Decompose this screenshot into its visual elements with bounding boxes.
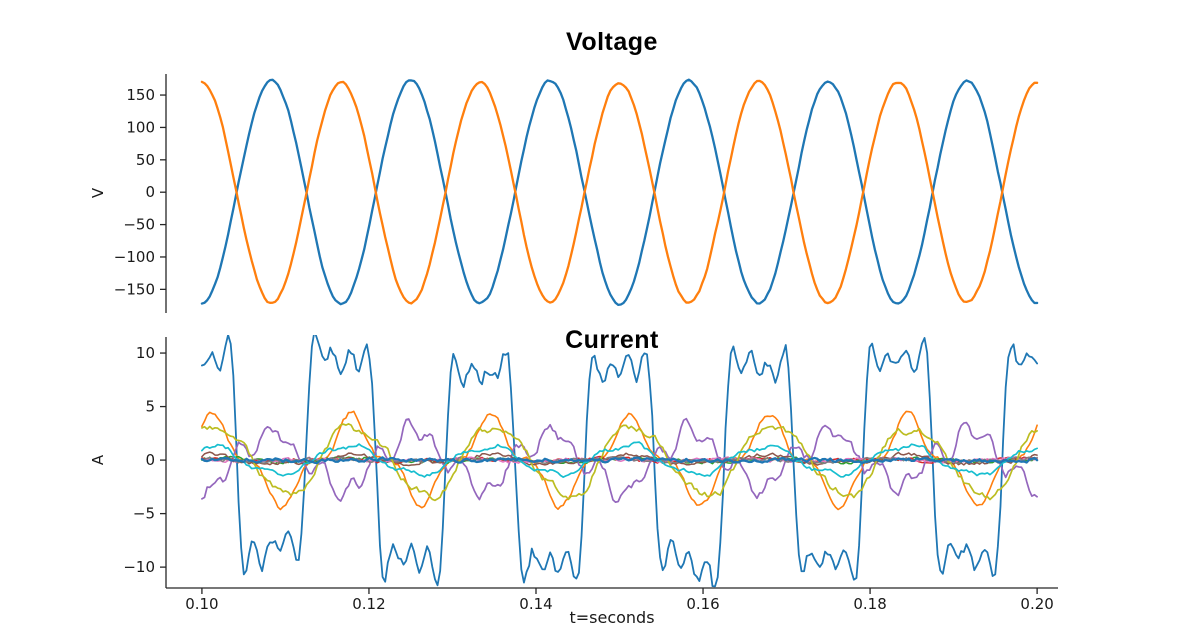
y-tick-label: −50: [123, 216, 155, 234]
y-tick-label: −100: [114, 248, 155, 266]
y-tick-label: 5: [145, 398, 155, 416]
x-tick-label: 0.18: [853, 595, 886, 613]
x-tick-label: 0.10: [185, 595, 218, 613]
series-line-I5: [201, 417, 1038, 504]
series-line-V-phase-1: [200, 78, 1039, 307]
x-tick-label: 0.12: [352, 595, 385, 613]
voltage-chart-title: Voltage: [566, 28, 658, 56]
y-tick-label: −150: [114, 280, 155, 298]
y-tick-label: −5: [133, 505, 155, 523]
y-tick-label: 0: [145, 451, 155, 469]
y-tick-label: 10: [136, 344, 155, 362]
series-line-V-phase-2: [200, 79, 1039, 305]
y-tick-label: 150: [126, 86, 155, 104]
series-line-I10: [201, 441, 1038, 478]
voltage-y-axis-label: V: [89, 187, 107, 199]
x-tick-label: 0.16: [686, 595, 719, 613]
series-line-I11: [200, 456, 1039, 465]
y-tick-label: −10: [123, 558, 155, 576]
x-tick-label: 0.20: [1020, 595, 1053, 613]
series-line-I1: [201, 335, 1039, 588]
x-axis-label: t=seconds: [569, 608, 655, 627]
current-y-axis-label: A: [89, 454, 107, 466]
y-tick-label: 100: [126, 118, 155, 136]
y-tick-label: 50: [136, 151, 155, 169]
current-chart-title: Current: [565, 326, 659, 354]
series-line-I6: [201, 451, 1038, 467]
x-tick-label: 0.14: [519, 595, 552, 613]
series-line-I9: [201, 423, 1038, 502]
y-tick-label: 0: [145, 183, 155, 201]
